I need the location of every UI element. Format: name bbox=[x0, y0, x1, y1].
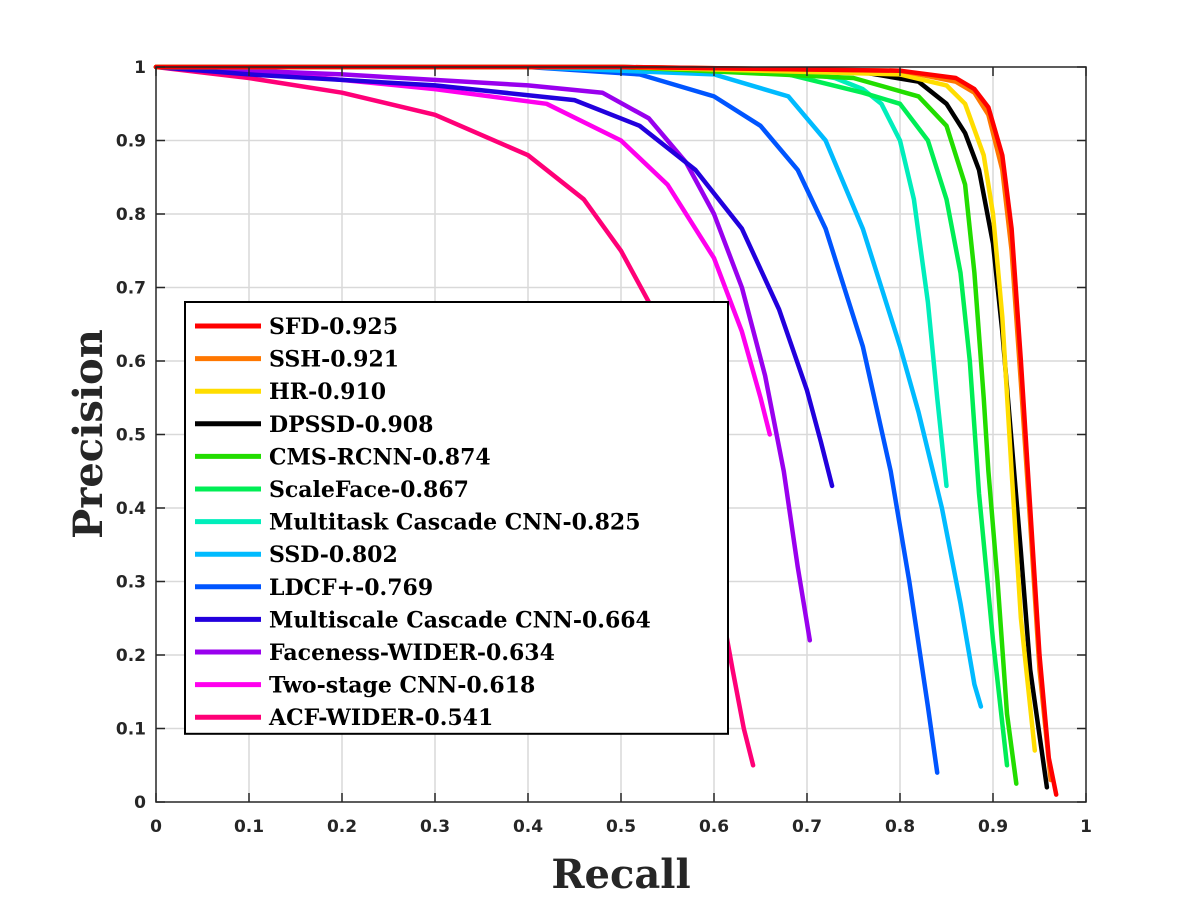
x-tick-label: 0.6 bbox=[699, 817, 729, 837]
y-tick-label: 0.6 bbox=[116, 352, 146, 372]
series-line-faceness-wider-0-634 bbox=[153, 64, 813, 643]
x-tick-label: 0.5 bbox=[606, 817, 636, 837]
x-tick-label: 0.7 bbox=[792, 817, 822, 837]
series-line-cms-rcnn-0-874 bbox=[153, 64, 1019, 786]
legend-box bbox=[184, 301, 729, 735]
x-axis-title: Recall bbox=[551, 851, 690, 898]
legend-entry-label: LDCF+-0.769 bbox=[269, 575, 433, 601]
x-tick-label: 1 bbox=[1080, 817, 1092, 837]
series-line-acf-wider-0-541 bbox=[153, 64, 756, 768]
legend-entry-label: Multitask Cascade CNN-0.825 bbox=[269, 510, 641, 536]
legend-entry-label: SSH-0.921 bbox=[269, 347, 399, 373]
series-line-ssd-0-802 bbox=[153, 64, 984, 709]
legend-entry-label: ScaleFace-0.867 bbox=[269, 477, 469, 503]
y-tick-label: 0 bbox=[134, 793, 146, 813]
y-tick-label: 0.8 bbox=[116, 205, 146, 225]
series-line-multiscale-cascade-cnn-0-664 bbox=[153, 64, 835, 489]
legend-entry-label: DPSSD-0.908 bbox=[269, 412, 433, 438]
y-tick-label: 1 bbox=[134, 58, 146, 78]
x-tick-label: 0.2 bbox=[327, 817, 357, 837]
x-tick-label: 0.1 bbox=[234, 817, 264, 837]
axis-ticks: 0 0.1 0.2 0.3 0.4 0.5 0.6 0.7 0.8 0.9 1 0 0.1 0.2 0.3 0… bbox=[116, 58, 1092, 837]
series-lines bbox=[153, 64, 1059, 797]
legend-entry-label: SFD-0.925 bbox=[269, 314, 398, 340]
legend-entry-label: Multiscale Cascade CNN-0.664 bbox=[269, 607, 651, 633]
x-tick-label: 0.3 bbox=[420, 817, 450, 837]
legend-entry-label: Two-stage CNN-0.618 bbox=[269, 673, 535, 699]
legend: SFD-0.925 SSH-0.921 HR-0.910 DPSSD-0.908 CMS… bbox=[184, 301, 729, 735]
y-tick-label: 0.9 bbox=[116, 132, 146, 152]
y-tick-label: 0.3 bbox=[116, 573, 146, 593]
legend-entry-label: ACF-WIDER-0.541 bbox=[268, 705, 493, 731]
legend-entry-label: SSD-0.802 bbox=[269, 542, 398, 568]
y-tick-label: 0.2 bbox=[116, 646, 146, 666]
x-tick-label: 0.9 bbox=[978, 817, 1008, 837]
legend-entry-label: HR-0.910 bbox=[269, 379, 386, 405]
x-tick-label: 0 bbox=[150, 817, 162, 837]
y-tick-label: 0.4 bbox=[116, 499, 146, 519]
legend-entry-label: Faceness-WIDER-0.634 bbox=[269, 640, 555, 666]
legend-entry-label: CMS-RCNN-0.874 bbox=[269, 444, 491, 470]
y-axis-title: Precision bbox=[65, 329, 112, 539]
y-tick-label: 0.5 bbox=[116, 426, 146, 446]
x-tick-label: 0.4 bbox=[513, 817, 543, 837]
y-tick-label: 0.1 bbox=[116, 720, 146, 740]
x-tick-label: 0.8 bbox=[885, 817, 915, 837]
y-tick-label: 0.7 bbox=[116, 279, 146, 299]
